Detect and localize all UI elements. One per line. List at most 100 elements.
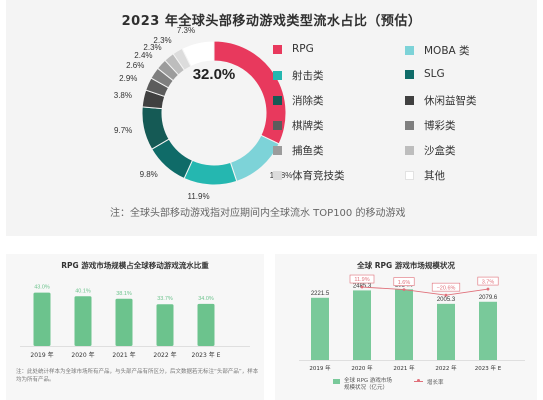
legend-swatch (405, 69, 414, 79)
bar (156, 304, 174, 346)
x-tick-label: 2022 年 (435, 364, 457, 372)
legend-label: 消除类 (292, 95, 324, 107)
bar-value-label: 2005.3 (437, 297, 456, 303)
legend-swatch (273, 71, 282, 80)
slice-label: 3.8% (113, 90, 132, 100)
donut-center-value: 32.0% (192, 66, 236, 83)
legend-item: 射击类 (273, 68, 324, 83)
legend-label: 体育竞技类 (292, 170, 345, 182)
legend-label: 沙盒类 (424, 145, 456, 157)
legend-item: 博彩类 (405, 118, 456, 133)
legend-label: 棋牌类 (292, 120, 324, 132)
rpg-share-bar-chart: 43.0% 2019 年 40.1% 2020 年 38.1% 2021 年 33.7% 20… (20, 285, 250, 359)
x-tick-label: 2021 年 (112, 351, 135, 359)
growth-label: −20.6% (437, 285, 456, 291)
legend-label: 博彩类 (424, 120, 456, 132)
bar-value-label: 34.0% (198, 296, 214, 302)
donut-chart (141, 40, 287, 186)
growth-label-box (393, 277, 415, 286)
growth-line (361, 286, 489, 296)
legend-label: 其他 (424, 170, 445, 182)
rpg-market-chart-title: 全球 RPG 游戏市场规模状况 (357, 261, 455, 270)
bar-value-label: 38.1% (116, 291, 132, 297)
legend-item: 棋牌类 (273, 118, 324, 133)
bar-value-label: 40.1% (75, 288, 91, 294)
legend-label: SLG (424, 68, 445, 80)
bar-value-label: 43.0% (34, 285, 50, 291)
legend-label: 捕鱼类 (292, 145, 324, 157)
legend-item: 消除类 (273, 93, 324, 108)
legend-swatch (405, 121, 414, 130)
legend-item: 沙盒类 (405, 143, 456, 158)
legend-item: 休闲益智类 (405, 93, 477, 108)
growth-label-box (349, 274, 375, 284)
bar (74, 296, 92, 346)
legend-line-item: 增长率 (414, 378, 444, 386)
slice-label: 7.3% (176, 26, 196, 36)
slice-label: 2.6% (126, 61, 145, 71)
growth-label: 3.7% (482, 279, 495, 285)
rpg-share-chart-panel: RPG 游戏市场规模占全球移动游戏流水比重 43.0% 2019 年 40.1% 20… (6, 254, 264, 400)
slice-label: 2.3% (143, 42, 162, 52)
growth-label: 11.9% (354, 277, 369, 283)
x-tick-label: 2019 年 (30, 351, 53, 359)
growth-label-box (431, 282, 461, 292)
donut-chart-note: 注：全球头部移动游戏指对应期间内全球流水 TOP100 的移动游戏 (110, 208, 406, 219)
slice-label: 11.9% (187, 191, 210, 201)
legend-label: MOBA 类 (424, 45, 470, 57)
legend-swatch (405, 96, 414, 105)
slice-label: 2.4% (134, 50, 153, 60)
legend-line-swatch (414, 379, 423, 382)
growth-label: 1.6% (398, 280, 411, 286)
bar (353, 290, 371, 360)
rpg-share-chart-note: 注：此处统计样本为全球市场所有产品，与头部产品有所区分，后文数据若无标注“头部产… (16, 369, 259, 383)
legend-label: 射击类 (292, 70, 324, 82)
bar-value-label: 2221.5 (311, 291, 330, 297)
donut-chart-title: 2023 年全球头部移动游戏类型流水占比（预估） (121, 14, 422, 29)
x-tick-label: 2022 年 (153, 351, 176, 359)
legend-swatch (405, 46, 414, 55)
x-tick-label: 2019 年 (309, 364, 331, 372)
legend-item: 体育竞技类 (273, 168, 345, 183)
slice-label: 2.3% (153, 35, 172, 45)
legend-swatch (273, 146, 282, 155)
legend-item: 捕鱼类 (273, 143, 324, 158)
x-tick-label: 2020 年 (351, 364, 373, 372)
x-tick-label: 2023 年 E (475, 364, 502, 372)
legend-label: RPG (292, 43, 314, 55)
legend-swatch (405, 171, 414, 180)
bar (115, 298, 133, 346)
legend-item: MOBA 类 (405, 43, 470, 58)
legend-item: 其他 (405, 168, 445, 183)
bar (33, 292, 51, 346)
donut-chart-panel: 2023 年全球头部移动游戏类型流水占比（预估） 32.0% 12.8%11.9… (6, 0, 537, 236)
donut-slice (181, 40, 215, 68)
bar (479, 301, 497, 360)
legend-swatch (273, 171, 282, 180)
legend-item: RPG (273, 43, 314, 55)
bar-value-label: 2079.6 (479, 295, 498, 301)
x-tick-label: 2020 年 (71, 351, 94, 359)
legend-line-label: 增长率 (427, 380, 444, 386)
bar (395, 289, 413, 360)
bar (311, 297, 329, 360)
bar (197, 303, 215, 346)
growth-point (486, 287, 490, 291)
growth-point (402, 288, 406, 291)
legend-swatch (273, 96, 282, 105)
legend-bar-label: 全球 RPG 游戏市场规模状况（亿元） (344, 378, 392, 391)
growth-point (444, 293, 448, 297)
legend-item: SLG (405, 68, 445, 80)
legend-swatch (273, 121, 282, 130)
growth-label-box (477, 276, 499, 286)
slice-label: 2.9% (119, 74, 138, 84)
slice-label: 9.8% (139, 170, 158, 180)
legend-bar-swatch (333, 379, 340, 384)
bar-value-label: 33.7% (157, 296, 173, 302)
slice-label: 9.7% (114, 126, 133, 136)
x-tick-label: 2023 年 E (192, 351, 221, 359)
growth-point (360, 285, 364, 289)
legend-swatch (273, 44, 282, 54)
